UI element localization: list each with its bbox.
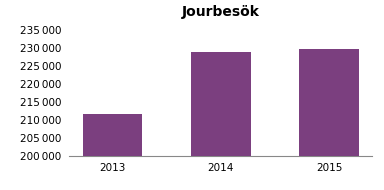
Bar <box>191 52 250 190</box>
Bar <box>299 49 359 190</box>
Title: Jourbesök: Jourbesök <box>182 5 260 19</box>
Bar <box>83 114 142 190</box>
